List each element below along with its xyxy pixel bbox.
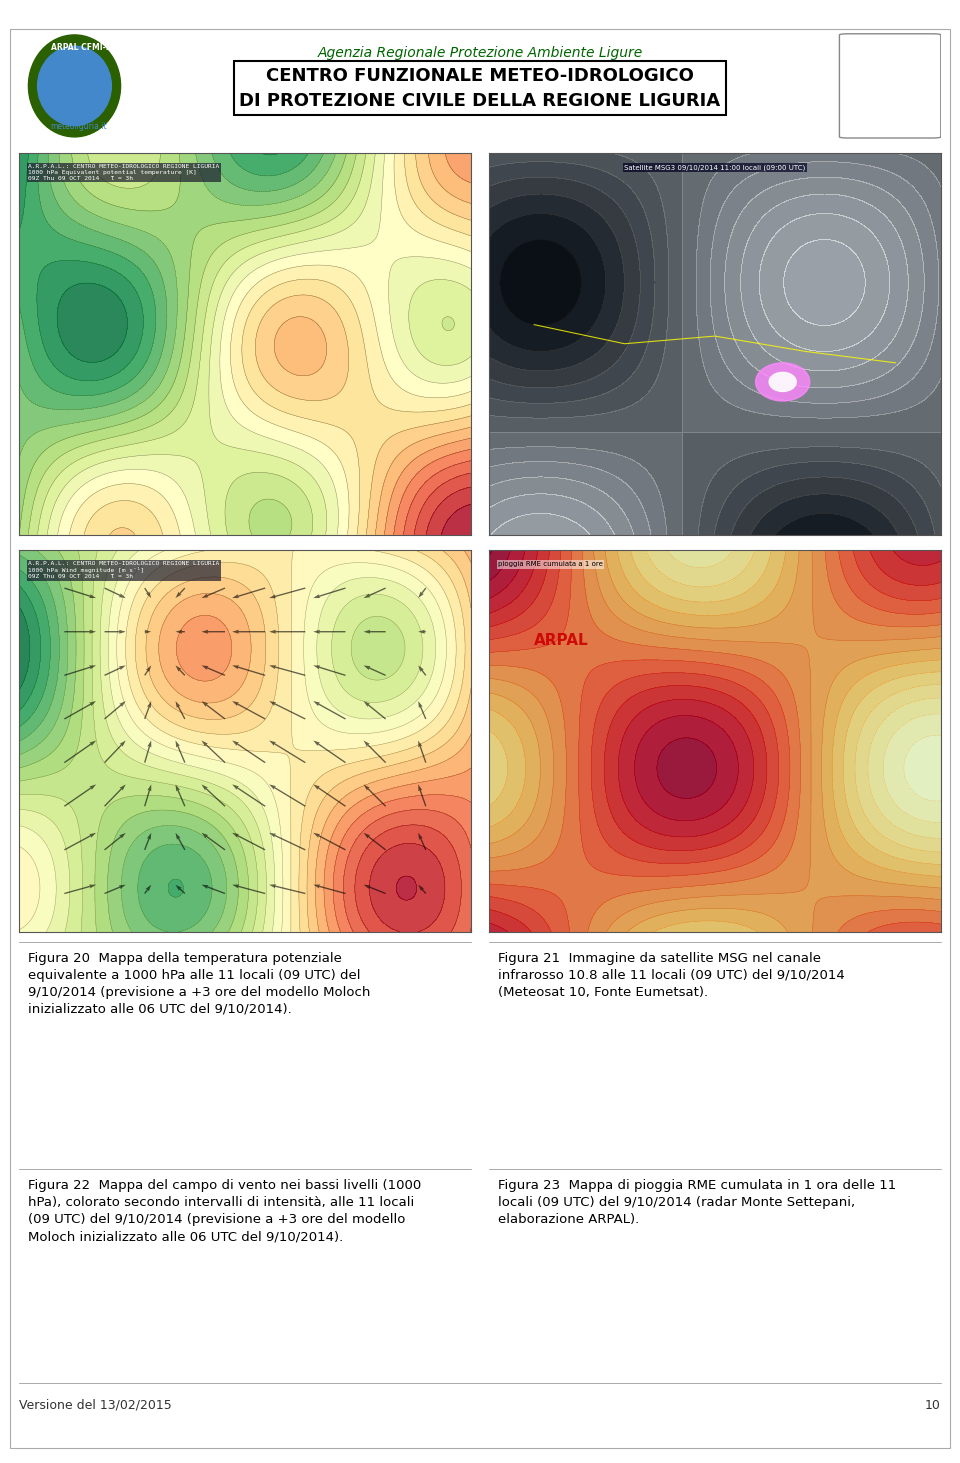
Text: Figura 21  Immagine da satellite MSG nel canale
infrarosso 10.8 alle 11 locali (: Figura 21 Immagine da satellite MSG nel … bbox=[498, 952, 845, 999]
Text: 10: 10 bbox=[924, 1399, 941, 1412]
Text: Satellite MSG3 09/10/2014 11:00 locali (09:00 UTC): Satellite MSG3 09/10/2014 11:00 locali (… bbox=[624, 164, 805, 171]
Text: CENTRO FUNZIONALE METEO-IDROLOGICO
DI PROTEZIONE CIVILE DELLA REGIONE LIGURIA: CENTRO FUNZIONALE METEO-IDROLOGICO DI PR… bbox=[239, 67, 721, 110]
Text: A.R.P.A.L.: CENTRO METEO-IDROLOGICO REGIONE LIGURIA
1000 hPa Equivalent potentia: A.R.P.A.L.: CENTRO METEO-IDROLOGICO REGI… bbox=[28, 164, 220, 181]
Text: Versione del 13/02/2015: Versione del 13/02/2015 bbox=[19, 1399, 172, 1412]
Text: ARPAL CFMI-PC: ARPAL CFMI-PC bbox=[51, 42, 117, 51]
Text: Agenzia Regionale Protezione Ambiente Ligure: Agenzia Regionale Protezione Ambiente Li… bbox=[318, 47, 642, 60]
FancyBboxPatch shape bbox=[839, 34, 941, 138]
Text: meteoliguria.it: meteoliguria.it bbox=[51, 123, 108, 132]
Text: pioggia RME cumulata a 1 ore: pioggia RME cumulata a 1 ore bbox=[498, 562, 603, 568]
Text: ARPAL: ARPAL bbox=[534, 633, 588, 648]
Ellipse shape bbox=[29, 35, 121, 138]
Text: A.R.P.A.L.: CENTRO METEO-IDROLOGICO REGIONE LIGURIA
1000 hPa Wind magnitude [m s: A.R.P.A.L.: CENTRO METEO-IDROLOGICO REGI… bbox=[28, 562, 220, 579]
Text: Figura 20  Mappa della temperatura potenziale
equivalente a 1000 hPa alle 11 loc: Figura 20 Mappa della temperatura potenz… bbox=[28, 952, 371, 1015]
Ellipse shape bbox=[769, 373, 796, 392]
Ellipse shape bbox=[756, 363, 810, 401]
Text: Figura 22  Mappa del campo di vento nei bassi livelli (1000
hPa), colorato secon: Figura 22 Mappa del campo di vento nei b… bbox=[28, 1179, 421, 1244]
Text: Figura 23  Mappa di pioggia RME cumulata in 1 ora delle 11
locali (09 UTC) del 9: Figura 23 Mappa di pioggia RME cumulata … bbox=[498, 1179, 897, 1226]
Ellipse shape bbox=[37, 47, 111, 126]
